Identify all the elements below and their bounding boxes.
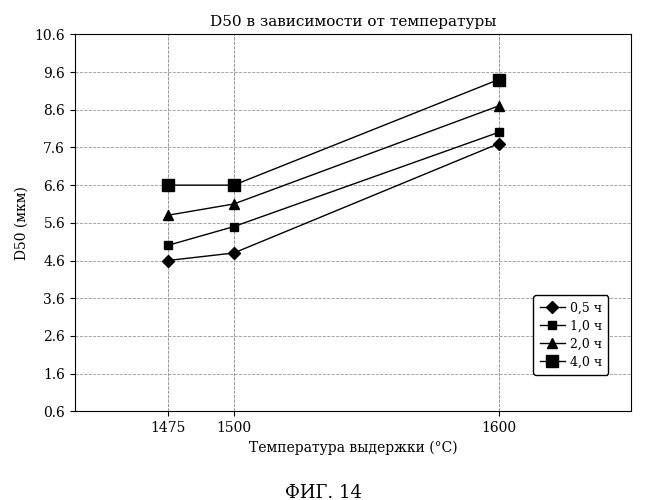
1,0 ч [495, 130, 503, 136]
4,0 ч [163, 182, 171, 188]
Line: 1,0 ч: 1,0 ч [163, 128, 503, 250]
Line: 2,0 ч: 2,0 ч [163, 101, 503, 220]
0,5 ч [495, 140, 503, 146]
1,0 ч [230, 224, 238, 230]
Y-axis label: D50 (мкм): D50 (мкм) [15, 186, 29, 260]
0,5 ч [163, 258, 171, 264]
Legend: 0,5 ч, 1,0 ч, 2,0 ч, 4,0 ч: 0,5 ч, 1,0 ч, 2,0 ч, 4,0 ч [534, 296, 608, 375]
Text: ФИГ. 14: ФИГ. 14 [284, 484, 362, 500]
X-axis label: Температура выдержки (°С): Температура выдержки (°С) [249, 440, 457, 455]
Title: D50 в зависимости от температуры: D50 в зависимости от температуры [210, 15, 496, 29]
Line: 0,5 ч: 0,5 ч [163, 140, 503, 264]
2,0 ч [163, 212, 171, 218]
4,0 ч [230, 182, 238, 188]
4,0 ч [495, 76, 503, 82]
Line: 4,0 ч: 4,0 ч [162, 74, 504, 190]
2,0 ч [495, 103, 503, 109]
1,0 ч [163, 242, 171, 248]
0,5 ч [230, 250, 238, 256]
2,0 ч [230, 201, 238, 207]
